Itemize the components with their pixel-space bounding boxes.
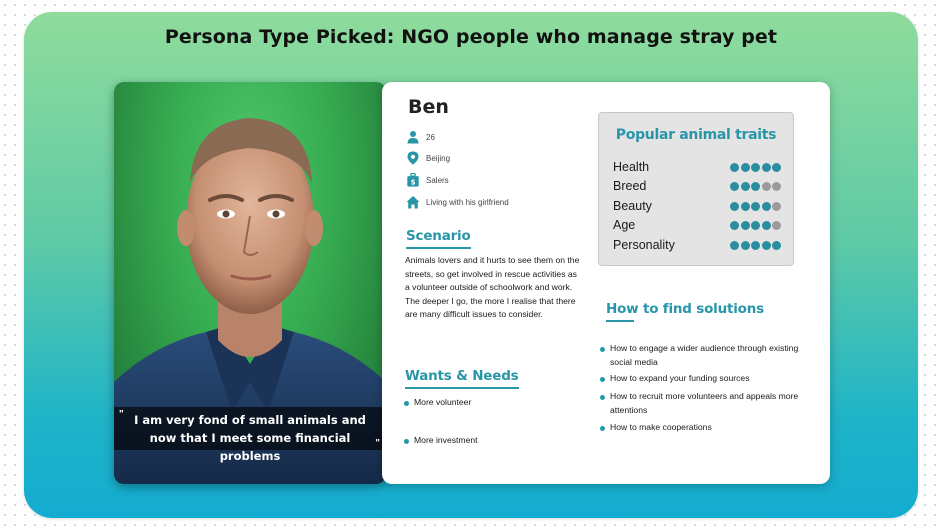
list-item: How to expand your funding sources: [600, 372, 814, 386]
rating-dot-filled: [740, 201, 750, 211]
list-item: How to recruit more volunteers and appea…: [600, 390, 814, 417]
trait-rating: [729, 201, 781, 211]
rating-dot-filled: [761, 221, 771, 231]
rating-dot-filled: [751, 240, 760, 250]
persona-name: Ben: [408, 96, 449, 118]
wants-underline: [405, 387, 519, 389]
list-item: How to engage a wider audience through e…: [600, 342, 814, 369]
rating-dot-filled: [761, 163, 771, 172]
rating-dot-filled: [751, 163, 760, 172]
solution-item: How to make cooperations: [610, 422, 712, 432]
wants-item: More investment: [414, 435, 478, 445]
traits-title: Popular animal traits: [615, 127, 777, 143]
rating-dot-filled: [740, 221, 750, 231]
rating-dot-filled: [730, 221, 739, 231]
trait-rating: [729, 221, 781, 231]
age-row: 26: [406, 130, 435, 144]
wants-item: More volunteer: [414, 397, 472, 407]
person-icon: [407, 131, 419, 144]
job-row: $ Salers: [406, 173, 449, 187]
persona-quote: I am very fond of small animals and now …: [134, 413, 366, 463]
job-value: Salers: [426, 175, 449, 185]
trait-row: Personality: [613, 238, 783, 255]
bullet-dot-icon: [600, 376, 605, 382]
trait-row: Age: [613, 218, 783, 235]
list-item: More investment: [404, 434, 478, 448]
bullet-dot-icon: [600, 394, 605, 400]
solutions-underline: [606, 320, 634, 322]
location-value: Beijing: [426, 153, 451, 163]
rating-dot-filled: [740, 182, 750, 192]
trait-rating: [729, 182, 781, 192]
living-row: Living with his girlfriend: [406, 195, 509, 209]
trait-label: Breed: [613, 179, 647, 194]
bullet-dot-icon: [600, 346, 605, 352]
rating-dot-empty: [772, 201, 781, 211]
rating-dot-filled: [730, 182, 739, 192]
quote-open-mark: ": [119, 409, 124, 420]
trait-label: Personality: [613, 237, 675, 252]
trait-rating: [729, 163, 781, 172]
location-pin-icon: [407, 151, 419, 165]
rating-dot-empty: [772, 182, 781, 192]
persona-card: Persona Type Picked: NGO people who mana…: [24, 12, 918, 518]
solutions-heading: How to find solutions: [606, 301, 764, 322]
rating-dot-filled: [761, 240, 771, 250]
rating-dot-filled: [772, 163, 781, 172]
rating-dot-filled: [751, 201, 760, 211]
rating-dot-filled: [751, 182, 760, 192]
rating-dot-filled: [730, 240, 739, 250]
scenario-heading-label: Scenario: [406, 228, 471, 244]
rating-dot-filled: [761, 201, 771, 211]
trait-row: Breed: [613, 179, 783, 196]
solutions-heading-label: How to find solutions: [606, 301, 764, 317]
list-item: How to make cooperations: [600, 421, 814, 435]
page-title: Persona Type Picked: NGO people who mana…: [164, 26, 778, 48]
bullet-dot-icon: [404, 438, 409, 444]
trait-label: Health: [613, 160, 650, 174]
trait-label: Beauty: [613, 198, 652, 213]
persona-photo-panel: " I am very fond of small animals and no…: [114, 82, 386, 484]
rating-dot-filled: [730, 163, 739, 172]
trait-row: Health: [613, 160, 783, 177]
rating-dot-empty: [761, 182, 771, 192]
rating-dot-filled: [740, 163, 750, 172]
scenario-text: Animals lovers and it hurts to see them …: [405, 255, 580, 320]
solution-item: How to engage a wider audience through e…: [610, 343, 799, 367]
wants-heading: Wants & Needs: [405, 368, 519, 389]
bullet-dot-icon: [600, 425, 605, 431]
living-value: Living with his girlfriend: [426, 197, 509, 207]
solution-item: How to expand your funding sources: [610, 373, 750, 383]
svg-text:$: $: [411, 178, 416, 186]
briefcase-icon: $: [407, 173, 419, 187]
solution-item: How to recruit more volunteers and appea…: [610, 391, 799, 415]
home-icon: [406, 196, 420, 209]
age-value: 26: [426, 132, 435, 142]
trait-label: Age: [613, 218, 636, 233]
rating-dot-filled: [772, 240, 781, 250]
rating-dot-filled: [730, 201, 739, 211]
rating-dot-filled: [751, 221, 760, 231]
list-item: More volunteer: [404, 396, 471, 410]
persona-info-panel: Ben 26 Beijing $ Salers: [382, 82, 830, 484]
rating-dot-filled: [740, 240, 750, 250]
bullet-dot-icon: [404, 400, 409, 406]
scenario-underline: [406, 247, 471, 249]
wants-heading-label: Wants & Needs: [405, 368, 519, 384]
scenario-heading: Scenario: [406, 228, 471, 249]
quote-close-mark: ": [375, 438, 380, 449]
trait-rating: [729, 240, 781, 250]
trait-row: Beauty: [613, 199, 783, 216]
location-row: Beijing: [406, 151, 450, 165]
traits-box: Popular animal traits Health Breed Beauty A…: [598, 112, 794, 266]
quote-box: " I am very fond of small animals and no…: [114, 407, 386, 463]
rating-dot-empty: [772, 221, 781, 231]
